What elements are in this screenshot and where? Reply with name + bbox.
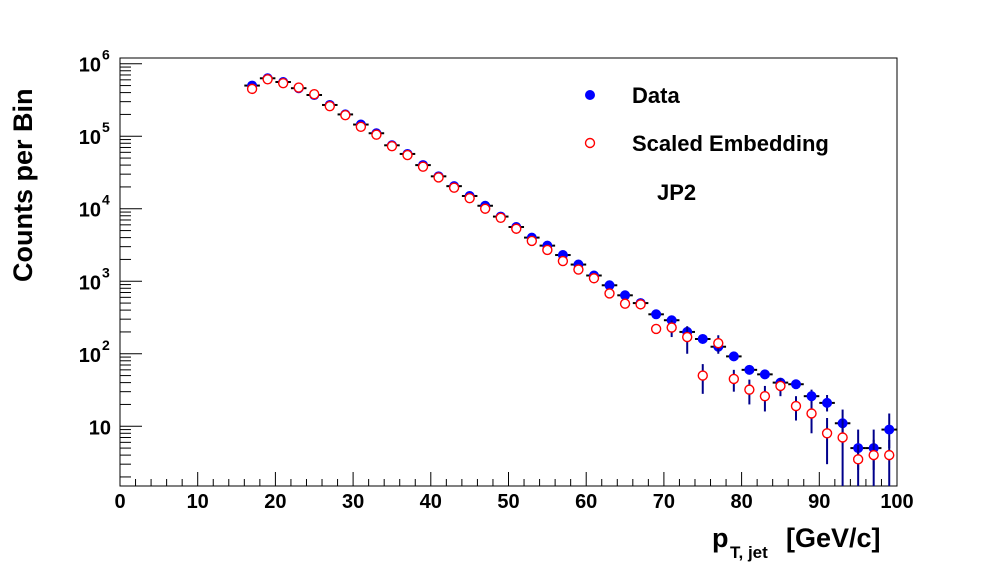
embedding-point (573, 264, 584, 275)
legend-label: Data (632, 83, 680, 108)
embedding-point (852, 454, 864, 465)
embedding-point (355, 121, 367, 132)
data-point (651, 309, 662, 320)
embedding-point (697, 370, 708, 381)
embedding-point (806, 408, 817, 419)
embedding-point (666, 322, 677, 333)
x-tick-label: 60 (575, 491, 597, 513)
x-tick-label: 70 (653, 491, 675, 513)
x-tick-label: 100 (880, 491, 913, 513)
embedding-point (775, 380, 786, 392)
x-tick-label: 80 (730, 491, 752, 513)
data-point (744, 364, 755, 375)
embedding-point (604, 288, 615, 299)
series-scaled-embedding (246, 74, 895, 486)
embedding-point (479, 203, 491, 214)
data-point (790, 379, 801, 390)
data-point (728, 351, 739, 362)
legend-marker-embedding (584, 137, 596, 149)
x-tick-label: 90 (808, 491, 830, 513)
legend-marker-data (585, 90, 595, 100)
embedding-point (728, 373, 740, 385)
embedding-point (386, 140, 398, 152)
y-tick-label: 10 (79, 200, 101, 222)
data-point (806, 391, 817, 402)
embedding-point (526, 235, 538, 247)
embedding-point (557, 255, 569, 267)
legend: Data Scaled Embedding (584, 83, 829, 156)
x-axis-title-unit: [GeV/c] (786, 523, 881, 553)
embedding-point (309, 89, 320, 100)
x-tick-label: 50 (497, 491, 519, 513)
y-tick-label: 10 (79, 127, 101, 149)
embedding-point (588, 273, 600, 284)
annotation-jp2: JP2 (657, 180, 696, 205)
embedding-point (682, 331, 693, 343)
plot-frame (119, 57, 898, 487)
y-axis-title: Counts per Bin (8, 89, 38, 283)
x-axis-title: p T, jet [GeV/c] (712, 523, 881, 562)
legend-label: Scaled Embedding (632, 131, 829, 156)
embedding-point (868, 449, 879, 461)
embedding-point (433, 172, 444, 183)
data-point (697, 333, 708, 344)
embedding-point (635, 299, 646, 310)
embedding-point (837, 432, 848, 443)
embedding-point (542, 244, 553, 256)
series-layer (244, 73, 897, 486)
x-tick-label: 30 (342, 491, 364, 513)
embedding-point (464, 192, 475, 204)
embedding-point (448, 182, 460, 193)
embedding-point (324, 100, 335, 112)
x-tick-label: 10 (187, 491, 209, 513)
embedding-point (417, 161, 429, 172)
data-point (620, 290, 631, 301)
y-tick-exponent: 3 (102, 264, 110, 280)
x-axis-title-subscript: T, jet (730, 543, 768, 562)
y-tick-label: 10 (79, 55, 101, 77)
embedding-point (340, 110, 351, 121)
embedding-point (277, 77, 289, 89)
y-tick-exponent: 2 (102, 337, 110, 353)
embedding-point (262, 74, 273, 85)
embedding-point (821, 428, 833, 439)
y-tick-label: 10 (79, 345, 101, 367)
embedding-point (371, 129, 382, 140)
y-tick-exponent: 4 (102, 192, 110, 208)
embedding-point (246, 83, 258, 95)
x-tick-label: 0 (114, 491, 125, 513)
x-tick-label: 20 (264, 491, 286, 513)
embedding-point (790, 400, 802, 412)
embedding-point (619, 298, 631, 309)
x-tick-label: 40 (420, 491, 442, 513)
embedding-point (495, 212, 506, 224)
embedding-point (759, 390, 771, 402)
data-point (884, 424, 895, 435)
embedding-point (293, 82, 304, 93)
embedding-point (402, 149, 413, 161)
embedding-point (744, 384, 755, 395)
x-axis-title-main: p (712, 523, 729, 553)
embedding-point (511, 223, 522, 234)
y-tick-exponent: 5 (102, 119, 110, 135)
y-tick-label: 10 (79, 272, 101, 294)
y-tick-exponent: 6 (102, 47, 110, 63)
x-axis: 0 10 20 30 40 50 60 70 80 90 100 (114, 472, 914, 513)
y-tick-label: 10 (89, 417, 111, 439)
embedding-point (884, 449, 895, 461)
embedding-point (650, 323, 662, 335)
data-point (759, 369, 770, 380)
data-point (822, 397, 833, 408)
embedding-point (713, 337, 724, 349)
